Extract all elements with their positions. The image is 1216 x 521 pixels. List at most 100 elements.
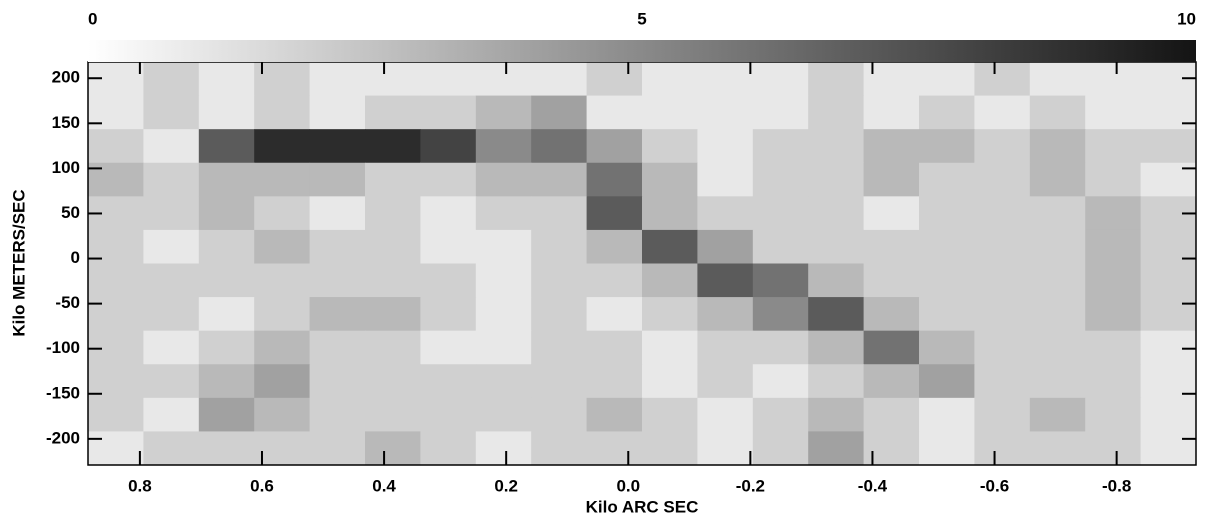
heat-cell — [88, 263, 144, 298]
heat-cell — [365, 129, 421, 164]
heat-cell — [1085, 229, 1142, 264]
heat-cell — [365, 297, 421, 332]
heat-cell — [254, 263, 311, 298]
heat-cell — [752, 431, 809, 466]
heat-cell — [642, 62, 698, 97]
y-tick-label: 100 — [52, 158, 80, 177]
heat-cell — [420, 229, 477, 264]
heat-cell — [642, 129, 698, 164]
heat-cell — [974, 431, 1031, 466]
heat-cell — [420, 129, 477, 164]
x-tick-label: -0.8 — [1102, 476, 1131, 495]
heat-cell — [808, 297, 865, 332]
heat-cell — [198, 431, 255, 466]
heat-cell — [309, 229, 366, 264]
heat-cell — [143, 364, 200, 399]
colorbar-tick-label: 0 — [88, 9, 97, 28]
heat-cell — [254, 62, 311, 97]
heat-cell — [531, 330, 588, 365]
heat-cell — [198, 397, 255, 432]
x-tick-label: -0.2 — [736, 476, 765, 495]
heat-cell — [586, 297, 643, 332]
heat-cell — [475, 95, 532, 130]
heat-cell — [309, 62, 366, 97]
heat-cell — [143, 330, 200, 365]
heat-cell — [586, 162, 643, 197]
heat-cell — [420, 263, 477, 298]
heat-cell — [198, 364, 255, 399]
heat-cell — [697, 129, 754, 164]
heat-cell — [420, 297, 477, 332]
heat-cell — [919, 364, 975, 399]
heat-cell — [919, 397, 975, 432]
heat-cell — [365, 263, 421, 298]
heat-cell — [420, 397, 477, 432]
heat-cell — [365, 397, 421, 432]
heat-cell — [365, 196, 421, 231]
heat-cell — [586, 62, 643, 97]
heat-cell — [974, 129, 1031, 164]
heat-cell — [420, 364, 477, 399]
heat-cell — [198, 162, 255, 197]
heat-cell — [254, 229, 311, 264]
heat-cell — [198, 263, 255, 298]
heat-cell — [198, 330, 255, 365]
heat-cell — [642, 297, 698, 332]
heat-cell — [1085, 95, 1142, 130]
heat-cell — [254, 129, 311, 164]
heat-cell — [254, 196, 311, 231]
colorbar — [88, 40, 1196, 62]
heat-cell — [1085, 62, 1142, 97]
heat-cell — [586, 263, 643, 298]
heat-cell — [365, 95, 421, 130]
heat-cell — [919, 62, 975, 97]
heat-cell — [309, 129, 366, 164]
heat-cell — [808, 364, 865, 399]
heat-cell — [863, 397, 920, 432]
heat-cell — [752, 364, 809, 399]
heat-cell — [752, 330, 809, 365]
heat-cell — [1140, 297, 1197, 332]
heat-cell — [309, 297, 366, 332]
heat-cell — [365, 62, 421, 97]
heat-cell — [475, 129, 532, 164]
y-tick-label: -200 — [46, 428, 80, 447]
heat-cell — [1029, 162, 1086, 197]
heat-cell — [642, 431, 698, 466]
heat-cell — [863, 364, 920, 399]
x-tick-label: -0.6 — [980, 476, 1009, 495]
heat-cell — [586, 95, 643, 130]
heat-cell — [475, 162, 532, 197]
heat-cell — [198, 62, 255, 97]
heat-cell — [642, 330, 698, 365]
heat-cell — [475, 62, 532, 97]
heat-cell — [143, 162, 200, 197]
heat-cell — [1085, 263, 1142, 298]
heat-cell — [919, 330, 975, 365]
heat-cell — [420, 196, 477, 231]
heat-cell — [309, 162, 366, 197]
heat-cell — [1029, 330, 1086, 365]
heat-cell — [697, 330, 754, 365]
heat-cell — [642, 162, 698, 197]
heat-cell — [531, 162, 588, 197]
heat-cell — [808, 397, 865, 432]
heat-cell — [309, 330, 366, 365]
heat-cell — [974, 229, 1031, 264]
heat-cell — [808, 95, 865, 130]
heat-cell — [752, 196, 809, 231]
heat-cell — [863, 330, 920, 365]
y-tick-label: -50 — [55, 293, 80, 312]
heat-cell — [475, 297, 532, 332]
heat-cell — [697, 229, 754, 264]
heat-cell — [531, 196, 588, 231]
heat-cell — [808, 229, 865, 264]
heat-cell — [475, 229, 532, 264]
heat-cell — [88, 397, 144, 432]
heat-cell — [752, 129, 809, 164]
heat-cell — [1029, 364, 1086, 399]
heat-cell — [808, 330, 865, 365]
heat-cell — [974, 263, 1031, 298]
